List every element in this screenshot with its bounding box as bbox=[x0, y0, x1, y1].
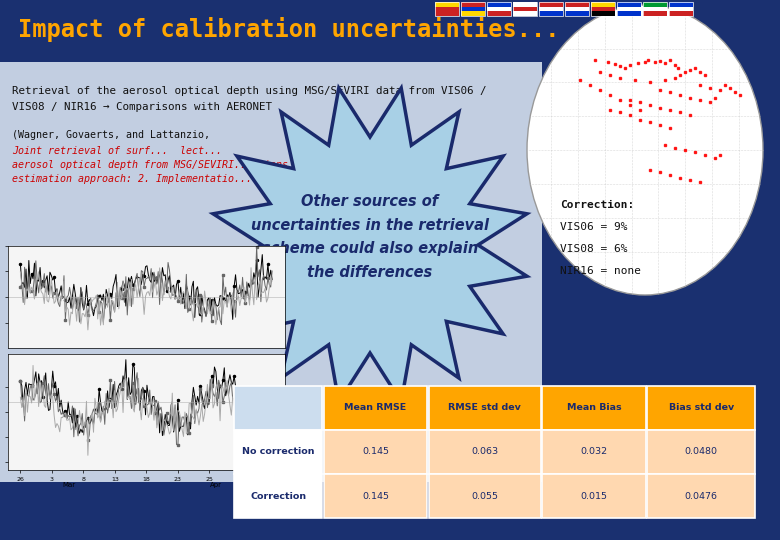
FancyBboxPatch shape bbox=[0, 62, 542, 482]
Text: NIR16 = none: NIR16 = none bbox=[560, 266, 641, 276]
Text: 0.055: 0.055 bbox=[471, 492, 498, 501]
FancyBboxPatch shape bbox=[435, 6, 459, 11]
FancyBboxPatch shape bbox=[617, 6, 641, 11]
FancyBboxPatch shape bbox=[643, 11, 667, 16]
FancyBboxPatch shape bbox=[591, 11, 615, 16]
FancyBboxPatch shape bbox=[461, 2, 485, 6]
Text: (Wagner, Govaerts, and Lattanzio,: (Wagner, Govaerts, and Lattanzio, bbox=[12, 130, 216, 140]
FancyBboxPatch shape bbox=[539, 2, 563, 6]
Ellipse shape bbox=[527, 5, 763, 295]
FancyBboxPatch shape bbox=[487, 6, 511, 11]
Text: 0.0480: 0.0480 bbox=[685, 448, 718, 456]
Text: VIS08 = 6%: VIS08 = 6% bbox=[560, 244, 627, 254]
Text: 0.145: 0.145 bbox=[362, 492, 389, 501]
Text: RMSE std dev: RMSE std dev bbox=[448, 403, 521, 412]
FancyBboxPatch shape bbox=[591, 6, 615, 11]
Text: VIS08 / NIR16 → Comparisons with AERONET: VIS08 / NIR16 → Comparisons with AERONET bbox=[12, 102, 272, 112]
Text: 0.015: 0.015 bbox=[580, 492, 608, 501]
FancyBboxPatch shape bbox=[669, 6, 693, 11]
FancyBboxPatch shape bbox=[565, 6, 589, 11]
FancyBboxPatch shape bbox=[461, 11, 485, 16]
Polygon shape bbox=[213, 88, 527, 402]
Text: Mean Bias: Mean Bias bbox=[566, 403, 622, 412]
FancyBboxPatch shape bbox=[565, 2, 589, 6]
FancyBboxPatch shape bbox=[513, 11, 537, 16]
FancyBboxPatch shape bbox=[669, 2, 693, 6]
FancyBboxPatch shape bbox=[513, 6, 537, 11]
FancyBboxPatch shape bbox=[591, 2, 615, 6]
Text: 2005: 2005 bbox=[298, 467, 322, 477]
Text: Mar: Mar bbox=[62, 482, 76, 488]
FancyBboxPatch shape bbox=[435, 11, 459, 16]
Text: No correction: No correction bbox=[242, 448, 314, 456]
FancyBboxPatch shape bbox=[617, 11, 641, 16]
FancyBboxPatch shape bbox=[513, 2, 537, 6]
FancyBboxPatch shape bbox=[461, 6, 485, 11]
FancyBboxPatch shape bbox=[487, 11, 511, 16]
FancyBboxPatch shape bbox=[669, 11, 693, 16]
FancyBboxPatch shape bbox=[643, 6, 667, 11]
Text: 0.063: 0.063 bbox=[471, 448, 498, 456]
FancyBboxPatch shape bbox=[643, 2, 667, 6]
FancyBboxPatch shape bbox=[435, 2, 459, 6]
Text: estimation approach: 2. Implementatio...: estimation approach: 2. Implementatio... bbox=[12, 174, 252, 184]
Text: Correction:: Correction: bbox=[560, 200, 634, 210]
Text: Impact of calibration uncertainties...: Impact of calibration uncertainties... bbox=[18, 17, 559, 43]
Text: VIS06 = 9%: VIS06 = 9% bbox=[560, 222, 627, 232]
FancyBboxPatch shape bbox=[565, 11, 589, 16]
Text: aerosol optical depth from MSG/SEVIRI...ations w...: aerosol optical depth from MSG/SEVIRI...… bbox=[12, 160, 318, 170]
FancyBboxPatch shape bbox=[617, 2, 641, 6]
FancyBboxPatch shape bbox=[487, 2, 511, 6]
Text: Other sources of
uncertainties in the retrieval
scheme could also explain
the di: Other sources of uncertainties in the re… bbox=[251, 194, 489, 280]
Text: Apr: Apr bbox=[210, 482, 222, 488]
Text: 0.032: 0.032 bbox=[580, 448, 608, 456]
FancyBboxPatch shape bbox=[539, 11, 563, 16]
Text: Mean RMSE: Mean RMSE bbox=[345, 403, 406, 412]
FancyBboxPatch shape bbox=[539, 6, 563, 11]
Text: 0.145: 0.145 bbox=[362, 448, 389, 456]
Text: Joint retrieval of surf...  lect...: Joint retrieval of surf... lect... bbox=[12, 146, 222, 156]
Text: 0.0476: 0.0476 bbox=[685, 492, 718, 501]
Text: Retrieval of the aerosol optical depth using MSG/SEVIRI data from VIS06 /: Retrieval of the aerosol optical depth u… bbox=[12, 86, 487, 96]
Text: Correction: Correction bbox=[250, 492, 306, 501]
Text: Bias std dev: Bias std dev bbox=[668, 403, 734, 412]
